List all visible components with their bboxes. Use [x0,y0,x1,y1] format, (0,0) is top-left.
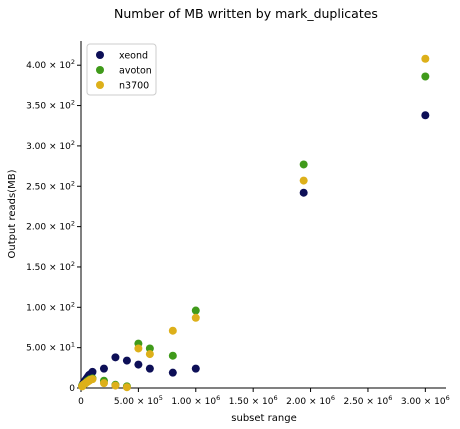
data-point-avoton [168,351,177,360]
data-point-n3700 [191,313,200,322]
data-point-n3700 [111,381,120,390]
data-point-xeond [421,111,430,120]
data-point-avoton [191,306,200,315]
legend-marker-avoton [96,66,104,74]
data-point-xeond [299,188,308,197]
data-point-xeond [168,368,177,377]
data-point-n3700 [168,326,177,335]
legend-label-avoton: avoton [119,66,152,77]
data-point-xeond [111,353,120,362]
y-tick-label: 3.50 × 102 [26,99,75,112]
x-tick-label: 1.00 × 106 [171,394,220,407]
data-point-avoton [299,160,308,169]
y-tick-label: 1.50 × 102 [26,260,75,273]
data-point-n3700 [122,383,131,392]
data-point-n3700 [99,379,108,388]
chart-title: Number of MB written by mark_duplicates [114,6,378,21]
legend: xeond avoton n3700 [86,43,157,96]
data-point-n3700 [299,176,308,185]
y-axis-label: Output reads(MB) [7,169,18,258]
legend-marker-n3700 [96,81,104,89]
y-tick-label: 0 [69,384,75,394]
data-point-avoton [421,72,430,81]
data-point-n3700 [145,350,154,359]
data-point-n3700 [88,375,97,384]
data-point-xeond [191,364,200,373]
x-tick-label: 1.50 × 106 [229,394,278,407]
x-tick-label: 2.50 × 106 [343,394,392,407]
y-tick-label: 1.00 × 102 [26,300,75,313]
data-point-xeond [88,367,97,376]
legend-label-xeond: xeond [119,51,148,62]
x-tick-label: 0 [78,397,84,407]
x-axis-ticks: 0 5.00 × 105 1.00 × 106 1.50 × 106 2.00 × 10… [78,388,450,407]
y-tick-label: 4.00 × 102 [26,58,75,71]
legend-box [86,43,157,96]
x-tick-label: 5.00 × 105 [114,394,163,407]
legend-label-n3700: n3700 [119,81,149,92]
data-point-xeond [145,364,154,373]
data-point-xeond [99,364,108,373]
data-points [78,54,430,392]
y-tick-label: 2.00 × 102 [26,220,75,233]
y-tick-label: 2.50 × 102 [26,179,75,192]
data-point-xeond [134,360,143,369]
data-point-n3700 [421,54,430,63]
legend-marker-xeond [96,51,104,59]
data-point-n3700 [134,344,143,353]
x-axis-label: subset range [231,413,296,424]
data-point-xeond [122,356,131,365]
y-tick-label: 3.00 × 102 [26,139,75,152]
y-tick-label: 5.00 × 101 [26,341,75,354]
y-axis-ticks: 0 5.00 × 101 1.00 × 102 1.50 × 102 2.00 × 10… [26,58,81,394]
data-point-avoton [145,344,154,353]
x-tick-label: 2.00 × 106 [286,394,335,407]
x-tick-label: 3.00 × 106 [401,394,450,407]
